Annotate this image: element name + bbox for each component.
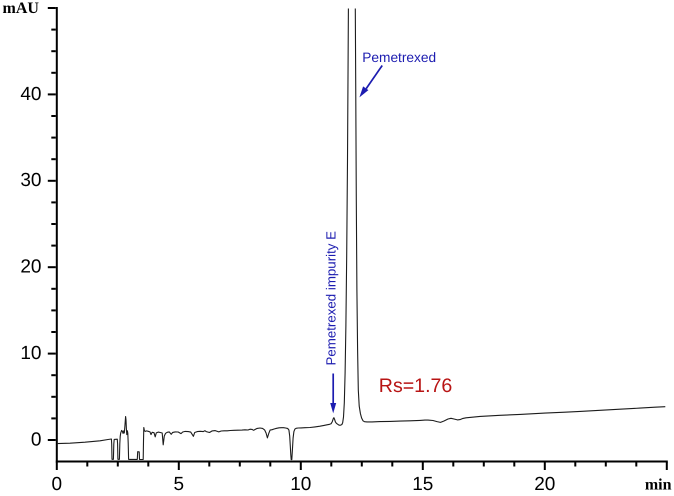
svg-text:5: 5 — [174, 474, 185, 495]
svg-text:20: 20 — [534, 474, 555, 495]
svg-text:Rs=1.76: Rs=1.76 — [379, 375, 453, 397]
svg-text:20: 20 — [20, 257, 41, 278]
svg-text:10: 10 — [290, 474, 311, 495]
svg-text:min: min — [645, 477, 672, 494]
svg-text:Pemetrexed: Pemetrexed — [362, 50, 436, 65]
svg-text:mAU: mAU — [3, 0, 40, 17]
svg-text:Pemetrexed impurity E: Pemetrexed impurity E — [323, 231, 338, 366]
svg-text:30: 30 — [20, 170, 41, 191]
svg-text:15: 15 — [412, 474, 433, 495]
svg-text:0: 0 — [52, 474, 63, 495]
svg-text:40: 40 — [20, 84, 41, 105]
svg-text:0: 0 — [31, 429, 42, 450]
svg-text:10: 10 — [20, 343, 41, 364]
